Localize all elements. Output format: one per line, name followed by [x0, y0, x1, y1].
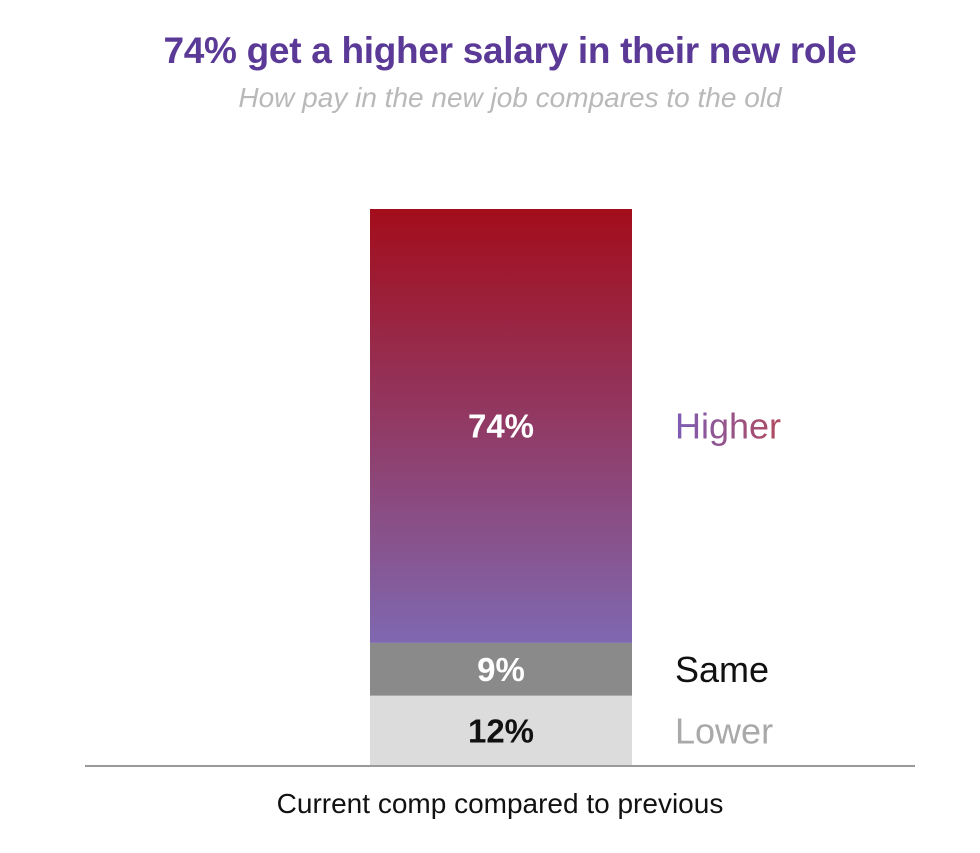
series-label-lower: Lower — [675, 710, 773, 751]
data-label-lower: 12% — [468, 712, 534, 749]
x-axis-label: Current comp compared to previous — [276, 788, 724, 819]
series-label-higher: Higher — [675, 405, 781, 446]
chart-title: 74% get a higher salary in their new rol… — [163, 30, 857, 71]
series-label-same: Same — [675, 649, 769, 690]
data-label-same: 9% — [477, 651, 525, 688]
data-label-higher: 74% — [468, 407, 534, 444]
bar-segment-lower — [370, 695, 632, 766]
chart-subtitle: How pay in the new job compares to the o… — [238, 82, 782, 113]
bar-segment-higher — [370, 209, 632, 643]
bar-segment-same — [370, 642, 632, 696]
